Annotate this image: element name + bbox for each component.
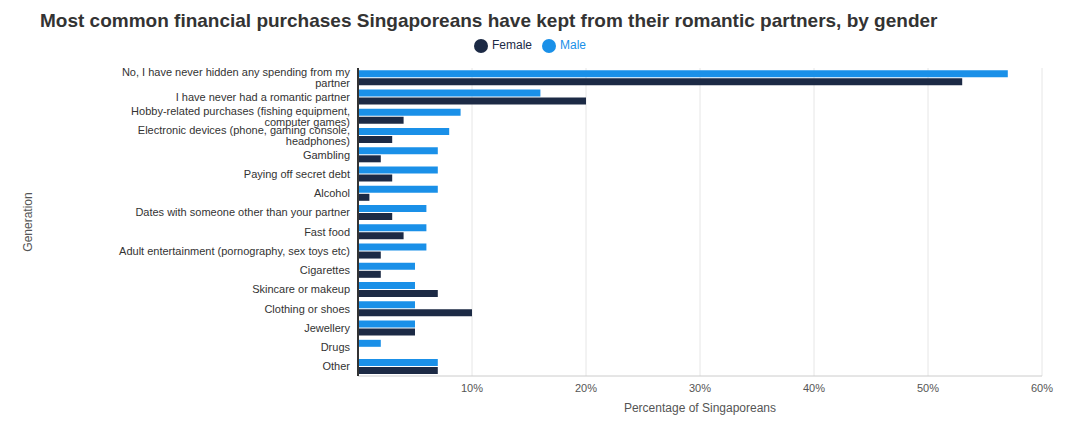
svg-text:Alcohol: Alcohol xyxy=(314,187,350,199)
svg-text:Generation: Generation xyxy=(21,192,35,251)
svg-text:10%: 10% xyxy=(461,382,483,394)
svg-text:30%: 30% xyxy=(689,382,711,394)
svg-text:Drugs: Drugs xyxy=(321,341,351,353)
svg-text:Electronic devices (phone, gam: Electronic devices (phone, gaming consol… xyxy=(138,124,350,147)
svg-text:Other: Other xyxy=(322,360,350,372)
svg-text:20%: 20% xyxy=(575,382,597,394)
svg-text:No, I have never hidden any sp: No, I have never hidden any spending fro… xyxy=(122,66,351,89)
svg-text:Clothing or shoes: Clothing or shoes xyxy=(264,303,350,315)
svg-text:Dates with someone other than: Dates with someone other than your partn… xyxy=(135,206,350,218)
svg-text:Fast food: Fast food xyxy=(304,226,350,238)
svg-text:I have never had a romantic pa: I have never had a romantic partner xyxy=(176,91,351,103)
svg-text:Paying off secret debt: Paying off secret debt xyxy=(244,168,350,180)
svg-text:60%: 60% xyxy=(1031,382,1053,394)
svg-text:Skincare or makeup: Skincare or makeup xyxy=(252,283,350,295)
svg-text:Percentage of Singaporeans: Percentage of Singaporeans xyxy=(624,401,776,415)
svg-text:Jewellery: Jewellery xyxy=(304,322,350,334)
svg-text:40%: 40% xyxy=(803,382,825,394)
svg-text:Cigarettes: Cigarettes xyxy=(300,264,351,276)
svg-text:Gambling: Gambling xyxy=(303,149,350,161)
svg-text:Adult entertainment (pornograp: Adult entertainment (pornography, sex to… xyxy=(119,245,350,257)
svg-text:50%: 50% xyxy=(917,382,939,394)
